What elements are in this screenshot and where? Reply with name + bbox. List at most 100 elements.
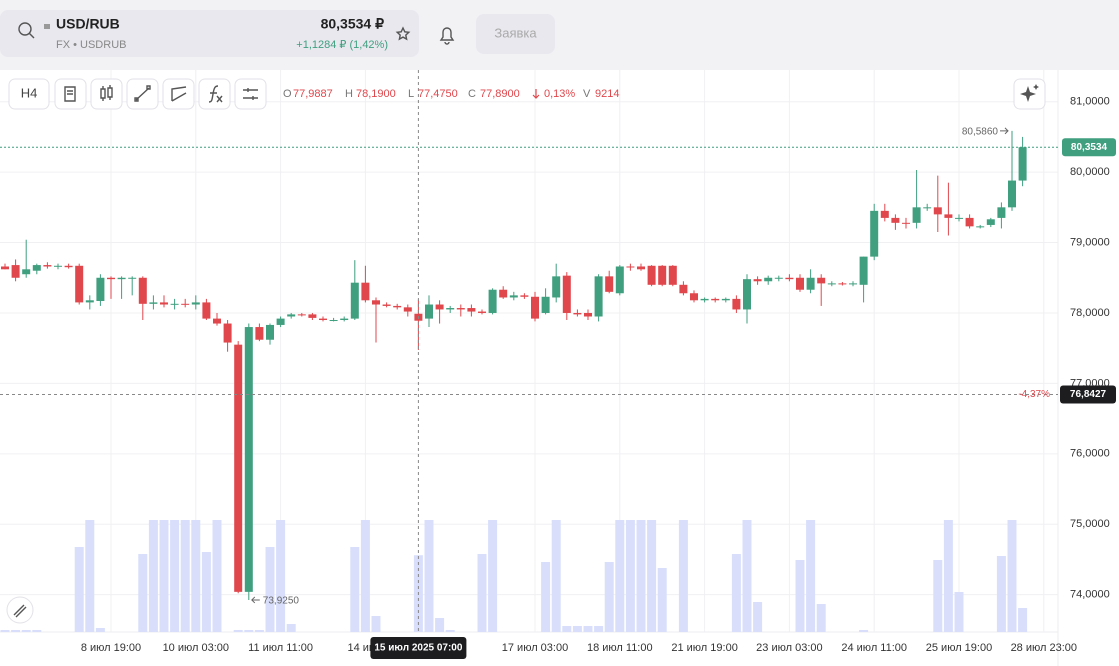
volume-bar (445, 630, 455, 632)
candle-body (774, 277, 783, 279)
candle-body (785, 277, 794, 280)
tool-icon (243, 88, 258, 100)
candle-body (509, 295, 518, 298)
candle-body (753, 279, 762, 282)
candle-body (255, 327, 264, 340)
candle-body (647, 265, 656, 285)
crosshair-change: -4,37% (1018, 389, 1050, 400)
ohlc-key: C (468, 88, 476, 100)
volume-bar (636, 520, 646, 632)
candle-body (202, 302, 211, 319)
current-price-box (1062, 138, 1116, 157)
volume-bar (159, 520, 169, 632)
favorite-icon[interactable] (395, 26, 411, 41)
y-tick-label: 81,0000 (1070, 96, 1110, 108)
volume-bar (943, 520, 953, 632)
candle-body (181, 303, 190, 305)
draw-tools-icon (13, 604, 27, 618)
tool-button[interactable] (234, 78, 267, 110)
volume-bar (191, 520, 201, 632)
volume-bar (95, 628, 105, 632)
x-tick-label: 11 июл 11:00 (248, 642, 313, 654)
candle-body (329, 320, 338, 322)
volume-bar (350, 547, 360, 632)
candle-body (54, 265, 62, 267)
candle-body (43, 265, 52, 267)
tool-button[interactable] (90, 78, 123, 110)
candle-body (944, 214, 953, 218)
candle-body (668, 265, 677, 285)
candle-body (149, 302, 158, 304)
volume-bar (816, 604, 826, 632)
candle-body (128, 277, 137, 279)
candle-body (107, 277, 115, 280)
volume-bar (625, 520, 635, 632)
volume-bar (1018, 608, 1028, 632)
volume-bar (435, 618, 445, 632)
down-arrow (532, 89, 540, 99)
price: 80,3534 ₽ (321, 16, 384, 32)
ohlc-key: L (408, 88, 414, 100)
candle-body (827, 283, 836, 285)
candle-body (594, 276, 603, 317)
candle-body (96, 277, 105, 301)
candle-body (425, 304, 433, 319)
candle-body (796, 277, 804, 290)
draw-tools-button[interactable] (6, 596, 34, 624)
candle-body (297, 314, 306, 316)
candle-body (817, 277, 826, 284)
timeframe-button[interactable] (8, 78, 50, 110)
volume-bar (32, 630, 42, 632)
alert-icon[interactable] (439, 27, 455, 45)
ohlc-value: 77,9887 (293, 88, 333, 100)
ohlc-change: 0,13% (544, 88, 575, 100)
y-tick-label: 74,0000 (1070, 589, 1110, 601)
candle-body (234, 344, 243, 592)
candle-body (372, 300, 380, 305)
exchange: FX • USDRUB (56, 39, 126, 51)
volume-bar (371, 616, 381, 632)
search-icon[interactable] (18, 22, 32, 36)
candle-body (213, 318, 221, 324)
candle-body (478, 311, 486, 313)
candle-body (488, 289, 497, 313)
ohlc-key: V (583, 88, 591, 100)
candle-body (85, 300, 94, 303)
x-tick-label: 10 июл 03:00 (163, 642, 229, 654)
volume-bar (74, 547, 84, 632)
candle-body (732, 298, 741, 310)
candle-body (552, 276, 561, 298)
candle-body (382, 304, 391, 306)
crosshair-price-box (1060, 385, 1116, 404)
volume-bar (647, 520, 657, 632)
x-tick-label: 24 июл 11:00 (841, 642, 907, 654)
volume-bar (170, 520, 180, 632)
tool-icon (100, 85, 113, 101)
current-price-label: 80,3534 (1071, 142, 1108, 153)
volume-bar (254, 630, 264, 632)
volume-bar (583, 626, 593, 632)
crosshair-time-label: 15 июл 2025 07:00 (374, 643, 463, 654)
ai-icon (1020, 84, 1039, 102)
volume-bar (11, 630, 21, 632)
candle-body (393, 305, 402, 308)
tool-icon (171, 86, 187, 102)
candle-body (287, 314, 296, 317)
ticker-card[interactable] (0, 10, 419, 57)
tool-button[interactable] (162, 78, 195, 110)
candle-body (605, 276, 614, 292)
tool-button[interactable] (198, 78, 231, 110)
volume-bar (85, 520, 95, 632)
candle-body (531, 296, 539, 319)
volume-bar (541, 562, 551, 632)
volume-bar (604, 562, 614, 632)
candle-body (870, 210, 879, 257)
candle-body (1008, 180, 1016, 208)
candle-body (361, 282, 370, 301)
candle-body (711, 298, 720, 301)
y-tick-label: 79,0000 (1070, 236, 1110, 248)
candle-body (1, 266, 9, 270)
volume-bar (21, 630, 31, 632)
candle-body (11, 265, 20, 278)
order-button[interactable] (476, 14, 555, 54)
